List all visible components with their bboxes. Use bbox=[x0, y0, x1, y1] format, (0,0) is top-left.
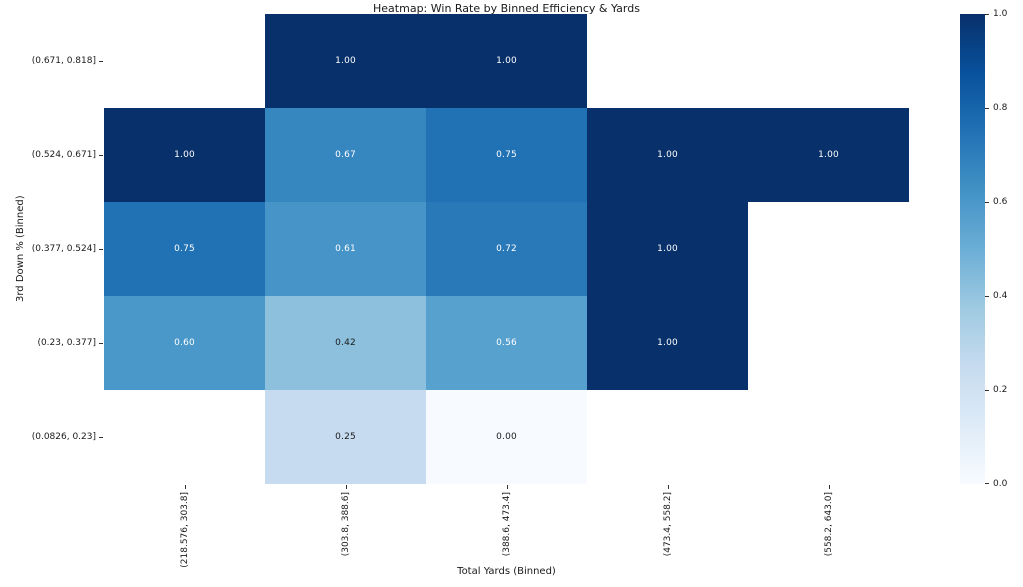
cell-value: 1.00 bbox=[657, 244, 678, 254]
colorbar-tick-mark bbox=[985, 296, 989, 297]
colorbar-tick-mark bbox=[985, 14, 989, 15]
heatmap-cell: 1.00 bbox=[104, 108, 265, 202]
chart-title: Heatmap: Win Rate by Binned Efficiency &… bbox=[373, 2, 640, 15]
colorbar-tick-label: 0.4 bbox=[993, 291, 1008, 301]
x-tick-mark bbox=[184, 485, 186, 489]
x-tick-label: (388.6, 473.4] bbox=[501, 492, 512, 557]
x-tick-label: (473.4, 558.2] bbox=[662, 492, 673, 557]
y-tick-label: (0.23, 0.377] bbox=[37, 338, 96, 348]
heatmap-cell bbox=[748, 296, 909, 390]
colorbar-tick-mark bbox=[985, 202, 989, 203]
x-tick-label: (303.8, 388.6] bbox=[340, 492, 351, 557]
cell-value: 0.00 bbox=[496, 432, 517, 442]
heatmap-cell: 0.67 bbox=[265, 108, 426, 202]
cell-value: 0.60 bbox=[174, 338, 195, 348]
cell-value: 1.00 bbox=[335, 56, 356, 66]
cell-value: 1.00 bbox=[496, 56, 517, 66]
colorbar-tick-label: 0.0 bbox=[993, 479, 1008, 489]
heatmap-cell: 0.42 bbox=[265, 296, 426, 390]
heatmap-cell: 1.00 bbox=[587, 296, 748, 390]
cell-value: 1.00 bbox=[657, 150, 678, 160]
heatmap-cell: 0.72 bbox=[426, 202, 587, 296]
y-tick-label: (0.671, 0.818] bbox=[31, 56, 96, 66]
heatmap-cell: 1.00 bbox=[426, 14, 587, 108]
cell-value: 1.00 bbox=[818, 150, 839, 160]
y-tick-label: (0.524, 0.671] bbox=[31, 150, 96, 160]
cell-value: 0.25 bbox=[335, 432, 356, 442]
cell-value: 1.00 bbox=[174, 150, 195, 160]
colorbar-tick-label: 0.6 bbox=[993, 197, 1008, 207]
heatmap-cell: 1.00 bbox=[587, 202, 748, 296]
colorbar-tick-mark bbox=[985, 108, 989, 109]
colorbar-tick-label: 0.8 bbox=[993, 103, 1008, 113]
heatmap-cell bbox=[748, 202, 909, 296]
cell-value: 1.00 bbox=[657, 338, 678, 348]
heatmap-cell bbox=[104, 390, 265, 484]
heatmap-cell: 1.00 bbox=[587, 108, 748, 202]
cell-value: 0.67 bbox=[335, 150, 356, 160]
colorbar-tick-mark bbox=[985, 483, 989, 484]
heatmap-cell bbox=[748, 390, 909, 484]
colorbar-tick-mark bbox=[985, 390, 989, 391]
y-tick-mark bbox=[99, 155, 103, 156]
colorbar bbox=[960, 14, 985, 484]
y-tick-mark bbox=[99, 343, 103, 344]
y-tick-label: (0.0826, 0.23] bbox=[31, 432, 96, 442]
cell-value: 0.72 bbox=[496, 244, 517, 254]
x-tick-label: (558.2, 643.0] bbox=[823, 492, 834, 557]
x-tick-mark bbox=[667, 485, 669, 489]
heatmap-cell: 0.00 bbox=[426, 390, 587, 484]
y-tick-mark bbox=[99, 61, 103, 62]
heatmap-cell bbox=[748, 14, 909, 108]
heatmap-grid: 1.00 1.00 1.00 0.67 0.75 1.00 1.00 0.75 0.61 0.72… bbox=[104, 14, 909, 484]
cell-value: 0.75 bbox=[496, 150, 517, 160]
x-axis-label: Total Yards (Binned) bbox=[457, 566, 556, 577]
colorbar-tick-label: 1.0 bbox=[993, 9, 1008, 19]
cell-value: 0.42 bbox=[335, 338, 356, 348]
y-tick-mark bbox=[99, 249, 103, 250]
heatmap-cell: 0.25 bbox=[265, 390, 426, 484]
heatmap-cell: 0.75 bbox=[104, 202, 265, 296]
x-tick-mark bbox=[828, 485, 830, 489]
y-tick-mark bbox=[99, 437, 103, 438]
x-tick-label: (218.576, 303.8] bbox=[179, 492, 190, 568]
heatmap-cell: 1.00 bbox=[265, 14, 426, 108]
y-tick-label: (0.377, 0.524] bbox=[31, 244, 96, 254]
colorbar-tick-label: 0.2 bbox=[993, 385, 1008, 395]
heatmap-cell: 0.56 bbox=[426, 296, 587, 390]
heatmap-cell bbox=[587, 14, 748, 108]
cell-value: 0.61 bbox=[335, 244, 356, 254]
colorbar-ticks: 1.0 0.8 0.6 0.4 0.2 0.0 bbox=[985, 9, 1023, 489]
x-tick-mark bbox=[345, 485, 347, 489]
x-tick-mark bbox=[506, 485, 508, 489]
y-axis-ticks: (0.671, 0.818] (0.524, 0.671] (0.377, 0.52… bbox=[0, 14, 96, 484]
heatmap-cell: 0.75 bbox=[426, 108, 587, 202]
x-axis-ticks: (218.576, 303.8] (303.8, 388.6] (388.6, 47… bbox=[104, 484, 909, 574]
cell-value: 0.56 bbox=[496, 338, 517, 348]
heatmap-cell: 1.00 bbox=[748, 108, 909, 202]
cell-value: 0.75 bbox=[174, 244, 195, 254]
heatmap-cell bbox=[104, 14, 265, 108]
heatmap-cell bbox=[587, 390, 748, 484]
heatmap-cell: 0.60 bbox=[104, 296, 265, 390]
heatmap-cell: 0.61 bbox=[265, 202, 426, 296]
